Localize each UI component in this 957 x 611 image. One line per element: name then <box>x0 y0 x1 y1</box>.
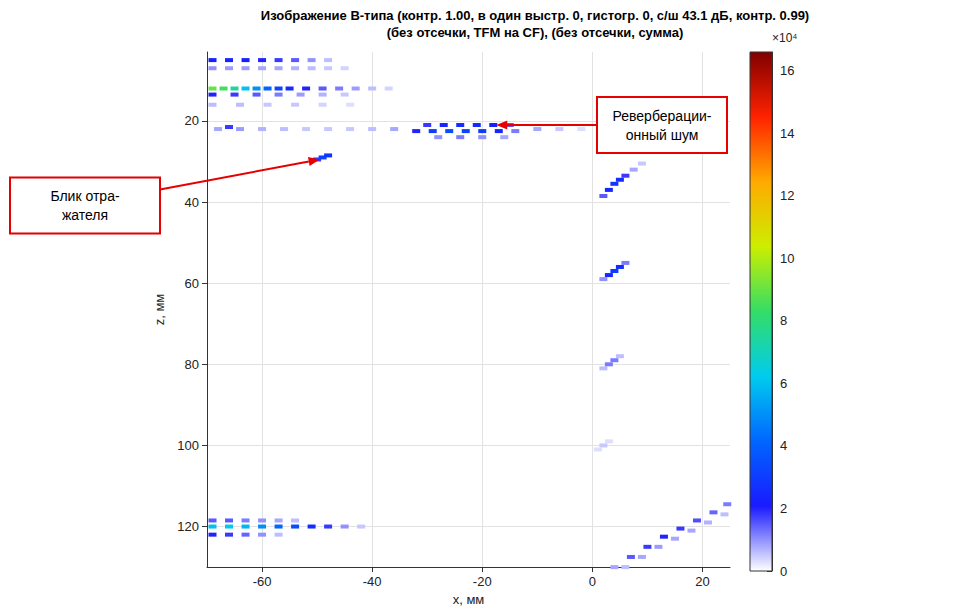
svg-text:×10⁴: ×10⁴ <box>772 31 798 45</box>
svg-text:6: 6 <box>780 376 787 391</box>
svg-text:Реверберации-: Реверберации- <box>613 108 712 124</box>
svg-text:Блик отра-: Блик отра- <box>50 188 119 204</box>
svg-text:-20: -20 <box>473 574 492 589</box>
svg-text:40: 40 <box>185 195 199 210</box>
svg-text:-60: -60 <box>253 574 272 589</box>
svg-text:2: 2 <box>780 501 787 516</box>
svg-text:14: 14 <box>780 126 794 141</box>
svg-text:Изображение В-типа (контр. 1.0: Изображение В-типа (контр. 1.00, в один … <box>261 8 809 23</box>
svg-text:80: 80 <box>185 357 199 372</box>
svg-text:16: 16 <box>780 63 794 78</box>
svg-text:z, мм: z, мм <box>152 294 167 326</box>
svg-text:4: 4 <box>780 438 787 453</box>
svg-text:0: 0 <box>780 564 787 579</box>
svg-text:20: 20 <box>185 113 199 128</box>
svg-text:x, мм: x, мм <box>453 592 485 607</box>
svg-text:20: 20 <box>695 574 709 589</box>
svg-text:60: 60 <box>185 276 199 291</box>
svg-text:жателя: жателя <box>62 207 108 223</box>
svg-text:10: 10 <box>780 251 794 266</box>
svg-text:онный шум: онный шум <box>626 127 699 143</box>
svg-text:(без отсечки, TFM на CF), (без: (без отсечки, TFM на CF), (без отсечки, … <box>387 25 684 40</box>
svg-text:-40: -40 <box>363 574 382 589</box>
svg-text:8: 8 <box>780 313 787 328</box>
svg-text:120: 120 <box>177 519 199 534</box>
svg-text:100: 100 <box>177 438 199 453</box>
svg-text:0: 0 <box>589 574 596 589</box>
svg-text:12: 12 <box>780 188 794 203</box>
